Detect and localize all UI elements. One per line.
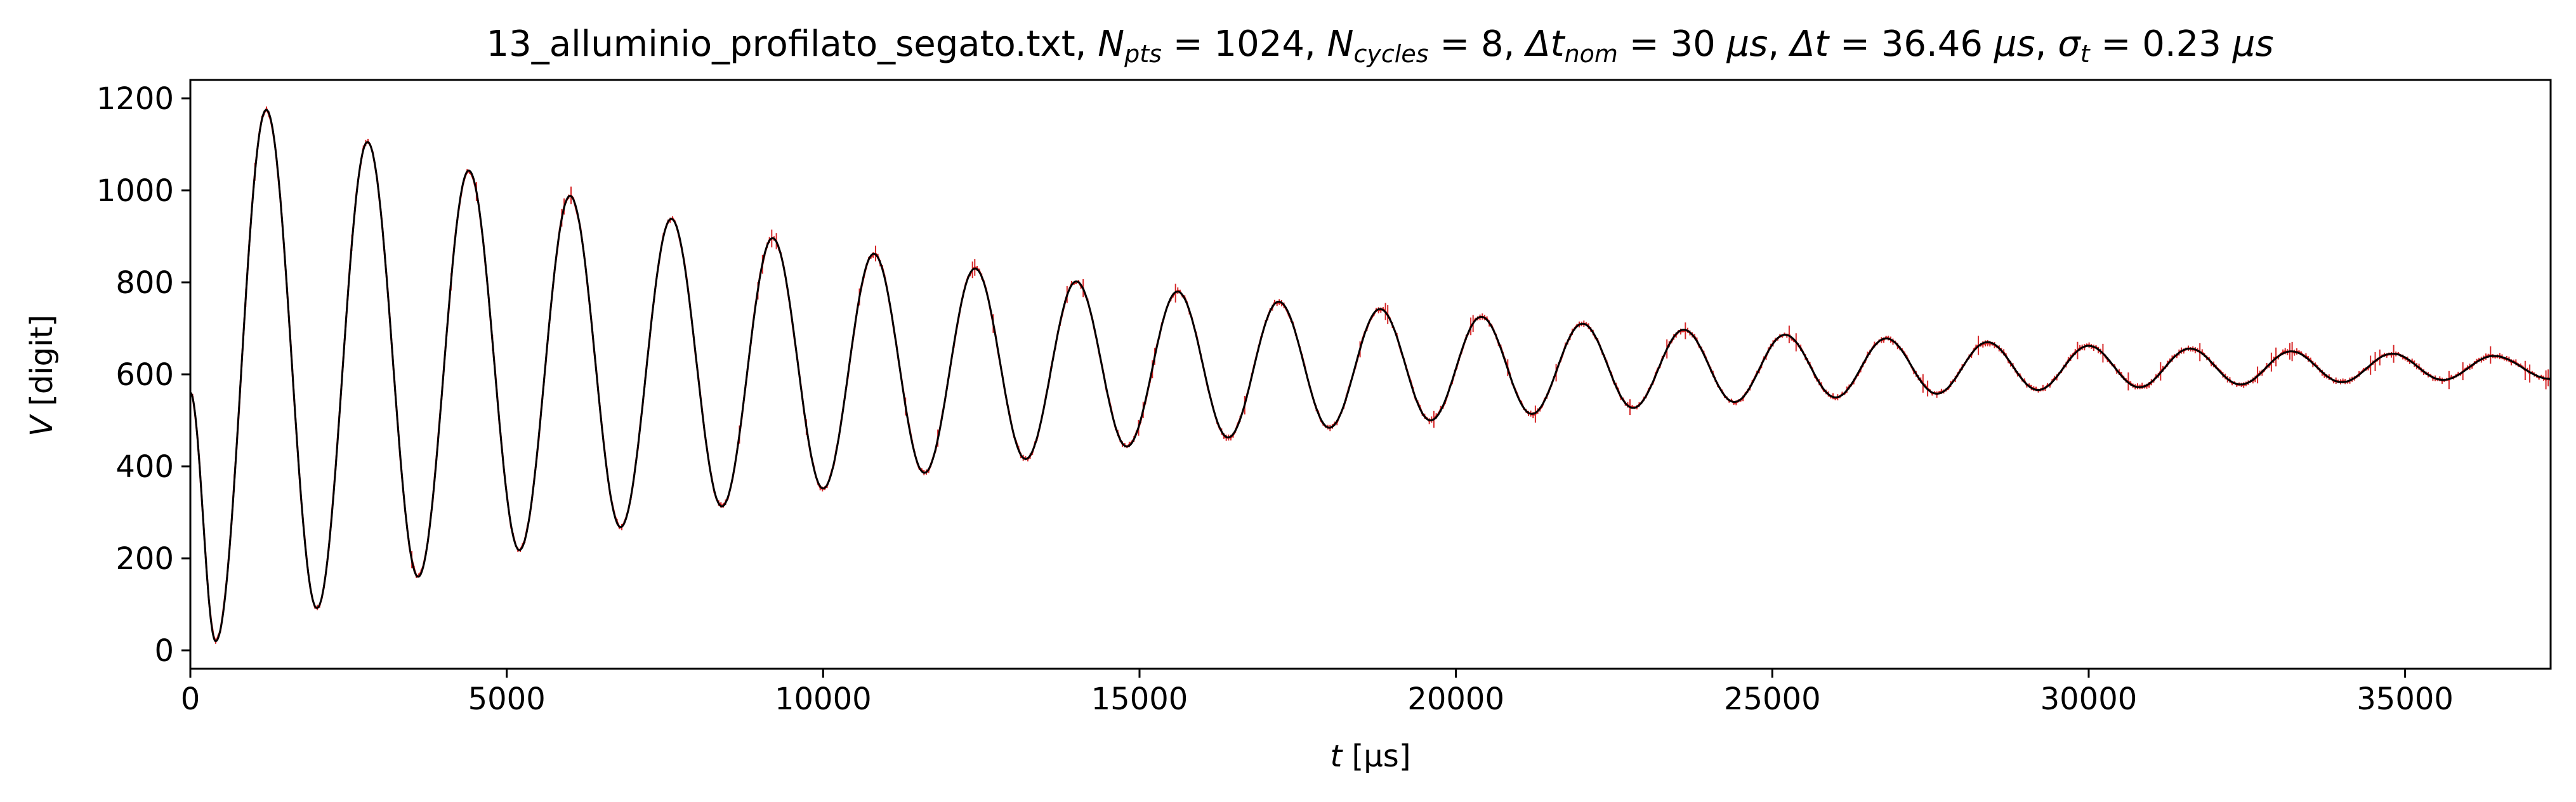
fit-curve-line xyxy=(190,108,2551,642)
y-axis-ticks: 0 200 400 600 800 1000 1200 xyxy=(96,81,190,669)
y-tick-label: 1200 xyxy=(96,81,174,117)
x-tick-label: 20000 xyxy=(1407,681,1504,717)
y-tick-label: 800 xyxy=(115,265,174,301)
x-tick-label: 35000 xyxy=(2356,681,2454,717)
y-tick-label: 400 xyxy=(115,449,174,485)
x-axis-ticks: 0 5000 10000 15000 20000 25000 30000 35000 xyxy=(181,669,2454,717)
y-tick-label: 0 xyxy=(154,633,174,669)
x-tick-label: 10000 xyxy=(775,681,872,717)
chart-title: 13_alluminio_profilato_segato.txt, Npts … xyxy=(487,23,2274,68)
y-axis-label: V [digit] xyxy=(24,315,60,437)
x-tick-label: 25000 xyxy=(1724,681,1821,717)
y-tick-label: 200 xyxy=(115,541,174,577)
x-axis-label: t [μs] xyxy=(1330,739,1410,774)
y-tick-label: 1000 xyxy=(96,173,174,209)
y-tick-label: 600 xyxy=(115,357,174,393)
x-tick-label: 15000 xyxy=(1091,681,1188,717)
x-tick-label: 30000 xyxy=(2040,681,2138,717)
plot-area xyxy=(189,106,2551,645)
x-tick-label: 5000 xyxy=(468,681,546,717)
x-tick-label: 0 xyxy=(181,681,200,717)
axes-frame xyxy=(189,79,2552,670)
